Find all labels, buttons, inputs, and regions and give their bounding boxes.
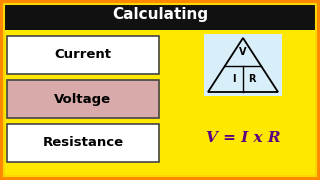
Text: R: R [248, 74, 256, 84]
Bar [7, 36, 159, 74]
Text: Voltage: Voltage [54, 93, 112, 105]
Text: Current: Current [54, 48, 111, 62]
Bar [7, 124, 159, 162]
Bar [7, 80, 159, 118]
Text: V = I x R: V = I x R [206, 131, 280, 145]
Bar [204, 34, 282, 96]
Text: Calculating: Calculating [112, 8, 208, 22]
Polygon shape [208, 38, 278, 92]
Bar [0, 0, 320, 30]
Text: Resistance: Resistance [43, 136, 124, 150]
Text: I: I [232, 74, 236, 84]
Text: V: V [239, 47, 247, 57]
